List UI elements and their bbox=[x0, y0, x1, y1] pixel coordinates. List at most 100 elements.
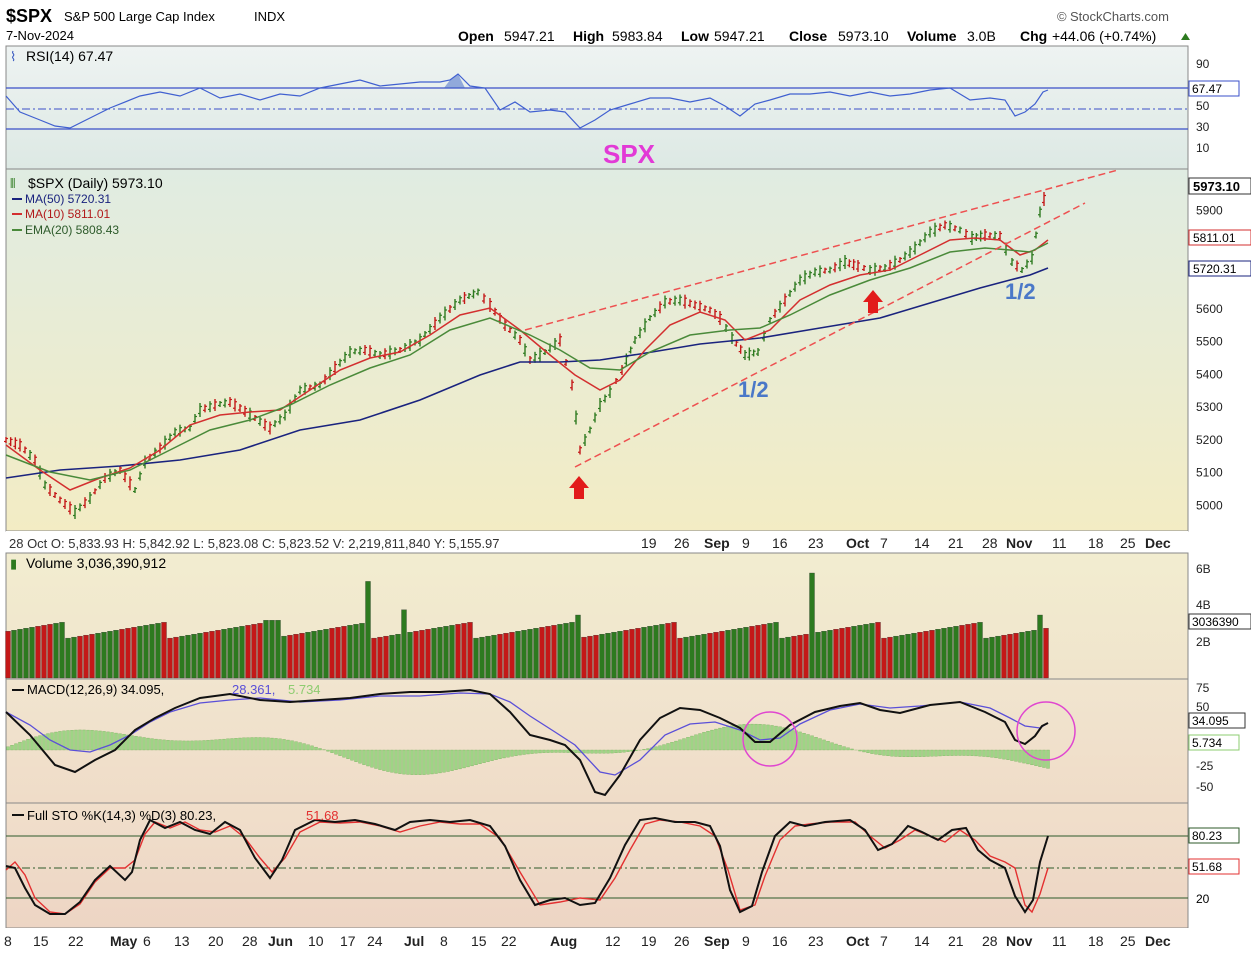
tick-label: 90 bbox=[1196, 57, 1210, 71]
macd-hist-bar bbox=[738, 724, 742, 751]
volume-label: Volume bbox=[907, 28, 957, 44]
volume-bar bbox=[815, 632, 821, 679]
date-tick: 28 bbox=[982, 535, 998, 551]
volume-bar bbox=[437, 627, 443, 679]
macd-hist-bar bbox=[386, 749, 390, 772]
macd-hist-bar bbox=[110, 732, 114, 751]
macd-hist-bar bbox=[454, 749, 458, 770]
volume-bar bbox=[329, 628, 335, 679]
volume-bar bbox=[773, 622, 779, 679]
volume-bar bbox=[185, 634, 191, 679]
macd-hist-bar bbox=[718, 727, 722, 751]
volume-bar bbox=[881, 637, 887, 679]
rsi-line bbox=[5, 73, 1049, 129]
volume-bar bbox=[779, 637, 785, 679]
volume-bar bbox=[851, 626, 857, 679]
sto-k-line bbox=[5, 816, 1049, 915]
volume-bar bbox=[749, 626, 755, 679]
macd-hist-bar bbox=[1014, 749, 1018, 762]
volume-bar bbox=[845, 627, 851, 679]
volume-bar bbox=[911, 633, 917, 679]
date-tick: 28 bbox=[982, 933, 998, 949]
date-tick: Sep bbox=[704, 535, 730, 551]
volume-bar bbox=[623, 630, 629, 679]
macd-hist-bar bbox=[438, 749, 442, 774]
macd-hist-bar bbox=[910, 749, 914, 758]
date-tick: Oct bbox=[846, 535, 870, 551]
open-value: 5947.21 bbox=[504, 28, 555, 44]
macd-hist-bar bbox=[986, 749, 990, 758]
macd-hist-bar bbox=[838, 745, 842, 751]
price-tick: 5900 bbox=[1196, 204, 1223, 218]
macd-hist-bar bbox=[694, 734, 698, 751]
volume-bar bbox=[593, 634, 599, 679]
low-label: Low bbox=[681, 28, 709, 44]
macd-hist-bar bbox=[278, 738, 282, 751]
macd-hist-bar bbox=[242, 737, 246, 751]
macd-hist-bar bbox=[690, 735, 694, 751]
date-tick: Nov bbox=[1006, 933, 1033, 949]
volume-bar bbox=[23, 628, 29, 679]
volume-bar bbox=[341, 626, 347, 679]
volume-bar bbox=[473, 637, 479, 679]
macd-hist-bar bbox=[942, 749, 946, 756]
macd-hist-bar bbox=[286, 739, 290, 751]
macd-hist-bar bbox=[210, 739, 214, 751]
volume-bars bbox=[5, 572, 1049, 679]
date-tick: 24 bbox=[367, 933, 383, 949]
macd-hist-bar bbox=[994, 749, 998, 759]
volume-bar bbox=[995, 635, 1001, 679]
macd-hist-bar bbox=[66, 730, 70, 751]
volume-bar bbox=[467, 622, 473, 679]
macd-hist-bar bbox=[546, 749, 550, 753]
macd-hist-bar bbox=[906, 749, 910, 758]
date-tick: 13 bbox=[174, 933, 190, 949]
macd-hist-bar bbox=[86, 729, 90, 751]
volume-bar bbox=[347, 625, 353, 679]
macd-hist-bar bbox=[362, 749, 366, 765]
macd-hist-bar bbox=[622, 749, 626, 753]
macd-hist-bar bbox=[526, 749, 530, 755]
macd-hist-bar bbox=[566, 749, 570, 753]
macd-hist-bar bbox=[326, 749, 330, 752]
up-triangle-icon bbox=[1181, 33, 1190, 40]
volume-bar bbox=[539, 627, 545, 679]
half-label: 1/2 bbox=[738, 377, 769, 402]
volume-bar bbox=[191, 633, 197, 679]
macd-hist-bar bbox=[94, 730, 98, 751]
macd-hist-bar bbox=[574, 749, 578, 753]
volume-bar bbox=[269, 620, 275, 679]
macd-hist-bar bbox=[922, 749, 926, 757]
date-tick: 14 bbox=[914, 933, 930, 949]
copyright-icon: © bbox=[1057, 9, 1067, 24]
macd-hist-bar bbox=[98, 730, 102, 751]
macd-hist-bar bbox=[334, 749, 338, 755]
volume-bar bbox=[605, 633, 611, 679]
macd-hist-bar bbox=[238, 737, 242, 751]
volume-bar bbox=[179, 635, 185, 679]
macd-hist-bar bbox=[490, 749, 494, 761]
macd-hist-bar bbox=[274, 738, 278, 751]
macd-hist-bar bbox=[310, 745, 314, 751]
macd-hist-bar bbox=[938, 749, 942, 757]
macd-hist-bar bbox=[174, 740, 178, 751]
volume-bar bbox=[791, 635, 797, 679]
macd-hist-bar bbox=[966, 749, 970, 756]
volume-bar bbox=[893, 635, 899, 679]
volume-bar bbox=[557, 624, 563, 679]
macd-hist-bar bbox=[298, 742, 302, 751]
date-tick: 20 bbox=[208, 933, 224, 949]
moving-averages bbox=[5, 237, 1049, 491]
volume-bar bbox=[833, 629, 839, 679]
volume-bar bbox=[707, 633, 713, 679]
macd-hist-bar bbox=[582, 749, 586, 754]
volume-bar bbox=[449, 625, 455, 679]
exchange-label: INDX bbox=[254, 9, 285, 24]
volume-bar bbox=[563, 623, 569, 679]
volume-bar bbox=[821, 631, 827, 679]
macd-tick: -25 bbox=[1196, 759, 1214, 773]
price-tick: 5300 bbox=[1196, 400, 1223, 414]
volume-bar bbox=[407, 632, 413, 679]
ma50-tag bbox=[1188, 260, 1251, 277]
macd-hist-bar bbox=[54, 731, 58, 751]
